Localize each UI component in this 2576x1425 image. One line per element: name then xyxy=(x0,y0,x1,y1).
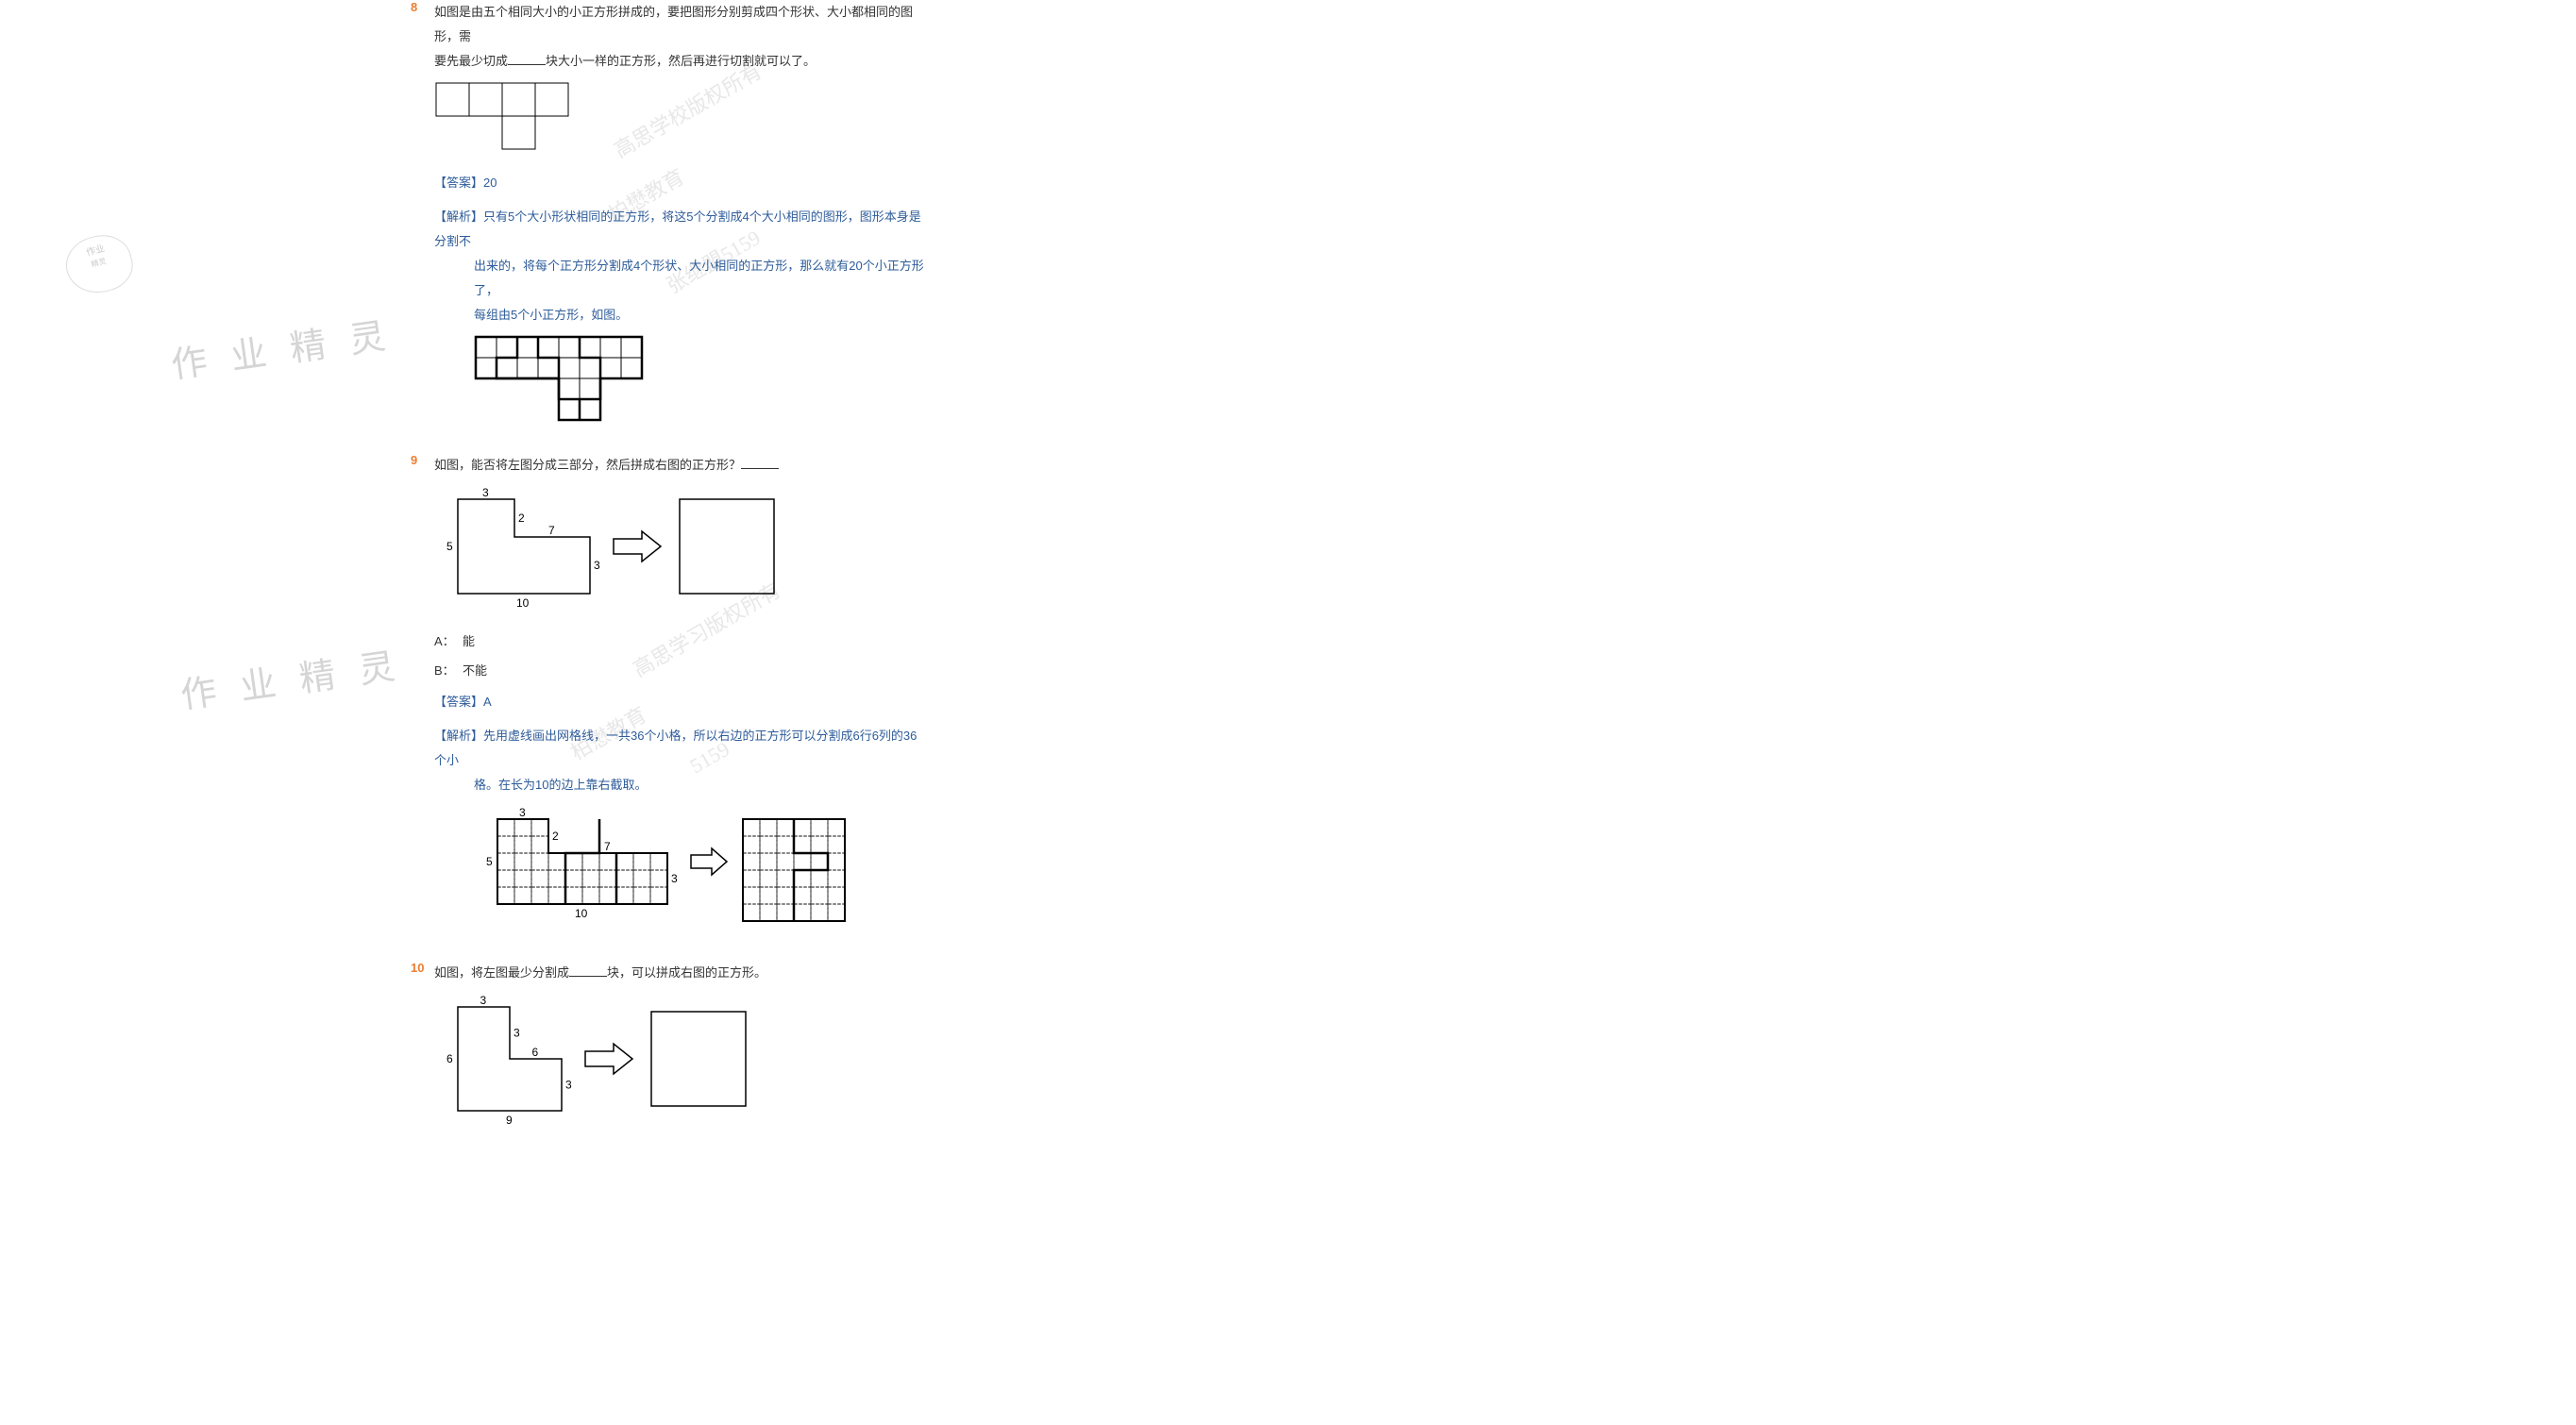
q9-figure2: 3 2 7 5 3 10 xyxy=(474,805,925,937)
svg-text:7: 7 xyxy=(604,840,611,853)
svg-text:3: 3 xyxy=(514,1027,520,1040)
q8-answer: 【答案】20 xyxy=(434,171,925,195)
page-content: 8 如图是由五个相同大小的小正方形拼成的，要把图形分别剪成四个形状、大小都相同的… xyxy=(434,0,925,1134)
q8-analysis-l1: 只有5个大小形状相同的正方形，将这5个分割成4个大小相同的图形，图形本身是分割不 xyxy=(434,210,921,248)
q8-analysis: 【解析】只有5个大小形状相同的正方形，将这5个分割成4个大小相同的图形，图形本身… xyxy=(434,205,925,327)
question-8: 8 如图是由五个相同大小的小正方形拼成的，要把图形分别剪成四个形状、大小都相同的… xyxy=(434,0,925,429)
svg-text:5: 5 xyxy=(446,540,453,553)
q8-analysis-l3: 每组由5个小正方形，如图。 xyxy=(474,303,925,327)
q8-line2b: 块大小一样的正方形，然后再进行切割就可以了。 xyxy=(546,54,816,68)
q8-line1: 如图是由五个相同大小的小正方形拼成的，要把图形分别剪成四个形状、大小都相同的图形… xyxy=(434,5,913,43)
q9-option-b: B：不能 xyxy=(434,661,925,679)
side-watermark-1: 作 业 精 灵 xyxy=(167,306,396,388)
q8-line2a: 要先最少切成 xyxy=(434,54,508,68)
q9-option-a: A：能 xyxy=(434,631,925,649)
svg-text:3: 3 xyxy=(519,806,526,819)
svg-text:2: 2 xyxy=(552,830,559,843)
side-watermark-2: 作 业 精 灵 xyxy=(177,636,405,718)
q9-answer: 【答案】A xyxy=(434,690,925,714)
q8-analysis-l2: 出来的，将每个正方形分割成4个形状、大小相同的正方形，那么就有20个小正方形了， xyxy=(474,254,925,303)
q8-text: 如图是由五个相同大小的小正方形拼成的，要把图形分别剪成四个形状、大小都相同的图形… xyxy=(434,0,925,74)
q9-opt-b-text: 不能 xyxy=(463,663,487,678)
svg-text:6: 6 xyxy=(532,1046,539,1059)
svg-text:9: 9 xyxy=(506,1114,513,1127)
q9-text-span: 如图，能否将左图分成三部分，然后拼成右图的正方形？ xyxy=(434,458,741,472)
q8-figure2 xyxy=(474,335,925,429)
svg-text:3: 3 xyxy=(565,1079,572,1092)
svg-text:3: 3 xyxy=(482,486,489,499)
q9-analysis-l2: 格。在长为10的边上靠右截取。 xyxy=(474,773,925,797)
q9-answer-label: 【答案】 xyxy=(434,695,483,709)
q10-number: 10 xyxy=(411,961,424,975)
q9-analysis-label: 【解析】 xyxy=(434,729,483,743)
svg-text:5: 5 xyxy=(486,855,493,868)
svg-text:10: 10 xyxy=(575,907,588,920)
svg-text:10: 10 xyxy=(516,596,530,610)
q9-blank xyxy=(741,457,779,469)
q9-number: 9 xyxy=(411,453,417,467)
q10-text: 如图，将左图最少分割成 块，可以拼成右图的正方形。 xyxy=(434,961,925,985)
question-10: 10 如图，将左图最少分割成块，可以拼成右图的正方形。 336639 xyxy=(434,961,925,1134)
q10-figure: 336639 xyxy=(434,993,925,1134)
q9-opt-a-text: 能 xyxy=(463,634,475,648)
q8-blank xyxy=(508,53,546,65)
stamp-watermark: 作业 精灵 xyxy=(59,228,138,300)
q9-opt-b-label: B： xyxy=(434,661,463,679)
q10-text-b: 块，可以拼成右图的正方形。 xyxy=(607,965,766,980)
q10-text-a: 如图，将左图最少分割成 xyxy=(434,965,569,980)
svg-text:7: 7 xyxy=(548,524,555,537)
q9-text: 如图，能否将左图分成三部分，然后拼成右图的正方形？ xyxy=(434,453,925,478)
q8-number: 8 xyxy=(411,0,417,14)
question-9: 9 如图，能否将左图分成三部分，然后拼成右图的正方形？ 3275310 A：能 … xyxy=(434,453,925,937)
q8-figure1 xyxy=(434,81,925,157)
q8-answer-label: 【答案】 xyxy=(434,176,483,190)
svg-text:2: 2 xyxy=(518,511,525,525)
q9-opt-a-label: A： xyxy=(434,631,463,649)
q8-analysis-label: 【解析】 xyxy=(434,210,483,224)
svg-text:3: 3 xyxy=(671,872,678,885)
q8-answer-value: 20 xyxy=(483,176,497,190)
q10-blank xyxy=(569,964,607,977)
svg-text:3: 3 xyxy=(480,994,487,1007)
svg-text:3: 3 xyxy=(594,559,600,572)
q9-analysis-l1: 先用虚线画出网格线，一共36个小格，所以右边的正方形可以分割成6行6列的36个小 xyxy=(434,729,917,767)
svg-text:6: 6 xyxy=(446,1052,453,1065)
q9-analysis: 【解析】先用虚线画出网格线，一共36个小格，所以右边的正方形可以分割成6行6列的… xyxy=(434,724,925,797)
q9-answer-value: A xyxy=(483,695,492,709)
q9-figure1: 3 2 7 5 3 10 xyxy=(434,485,925,617)
